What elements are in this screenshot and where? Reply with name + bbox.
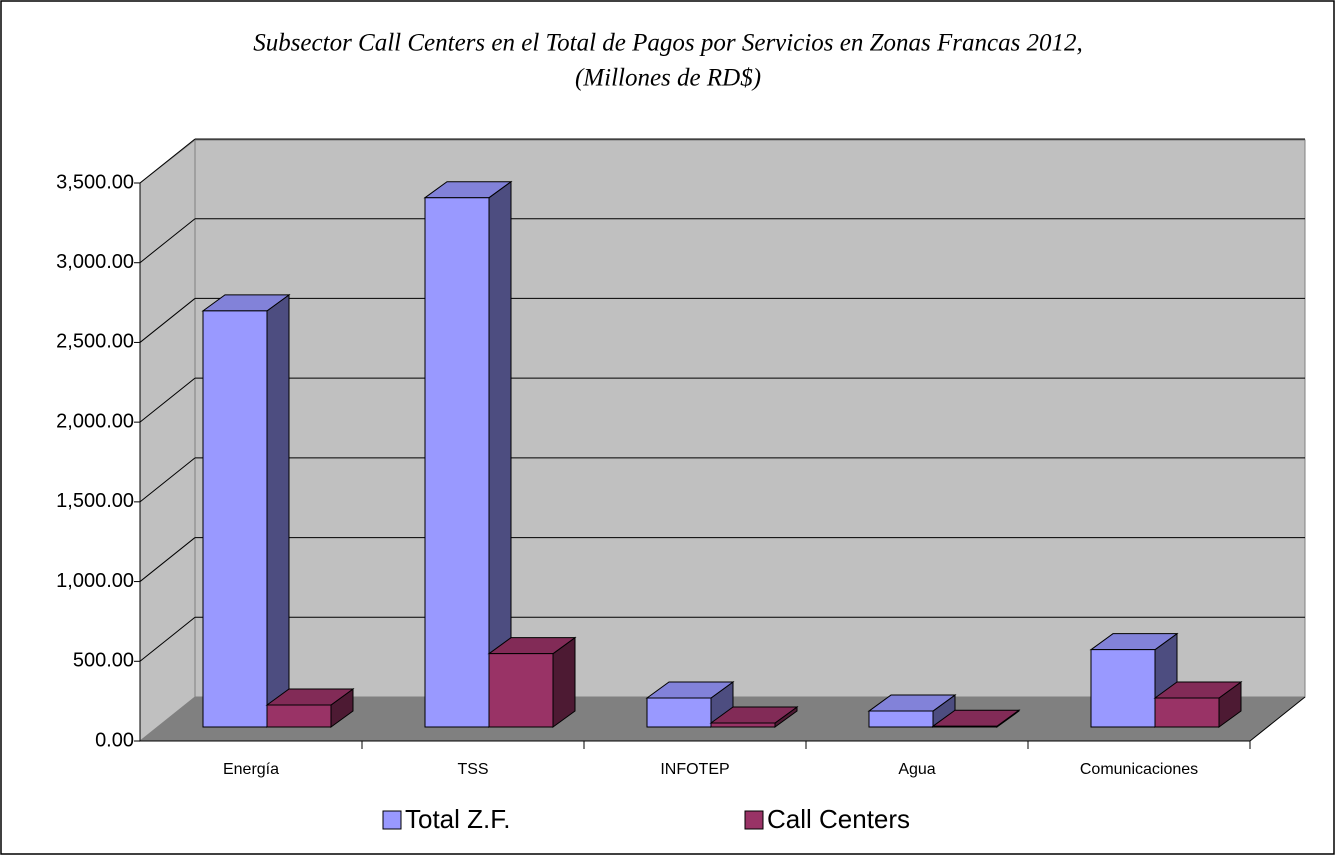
legend-label: Total Z.F. [405,804,510,834]
bar-face [488,653,554,728]
floor-edge [1249,696,1306,742]
bar-face [710,722,776,728]
bar [645,681,735,728]
y-tick-label: 2,500.00 [56,331,134,353]
x-tick-label: Agua [898,761,935,778]
y-tick-label: 3,500.00 [56,171,134,193]
bar [423,180,513,728]
grid-line [139,298,196,343]
bar-face [266,293,290,728]
y-tick-label: 500.00 [73,650,134,672]
bar [487,636,577,728]
y-tick-label: 1,500.00 [56,490,134,512]
side-wall [139,138,196,743]
bar-face [932,725,998,728]
legend-label: Call Centers [767,804,910,834]
grid-line [139,218,196,264]
bar [1153,681,1243,728]
grid-line [139,138,196,184]
legend-swatch [744,810,764,830]
x-tick-label: Energía [223,761,279,778]
grid-line [139,537,196,582]
x-tick-label: TSS [457,761,488,778]
back-wall [194,139,1306,698]
bar-face [868,710,934,728]
bar [709,706,799,728]
chart-subtitle: (Millones de RD$) [575,65,761,92]
bar [931,709,1021,728]
grid-line [139,457,196,503]
bar [265,688,355,728]
bar [867,694,957,728]
grid-line [139,377,196,423]
bar-face [1090,649,1156,728]
bar [201,293,291,728]
y-tick-label: 1,000.00 [56,570,134,592]
x-tick-label: INFOTEP [660,761,729,778]
chart-title: Subsector Call Centers en el Total de Pa… [253,30,1083,57]
legend-swatch [382,810,402,830]
bar-face [202,310,268,728]
bar-face [1154,697,1220,728]
y-tick-label: 0.00 [95,729,134,751]
y-tick-label: 2,000.00 [56,410,134,432]
bar-face [424,197,490,728]
bar-face [646,697,712,728]
y-tick-label: 3,000.00 [56,251,134,273]
grid-line [139,616,196,662]
x-tick-label: Comunicaciones [1080,761,1198,778]
bar-face [266,704,332,728]
